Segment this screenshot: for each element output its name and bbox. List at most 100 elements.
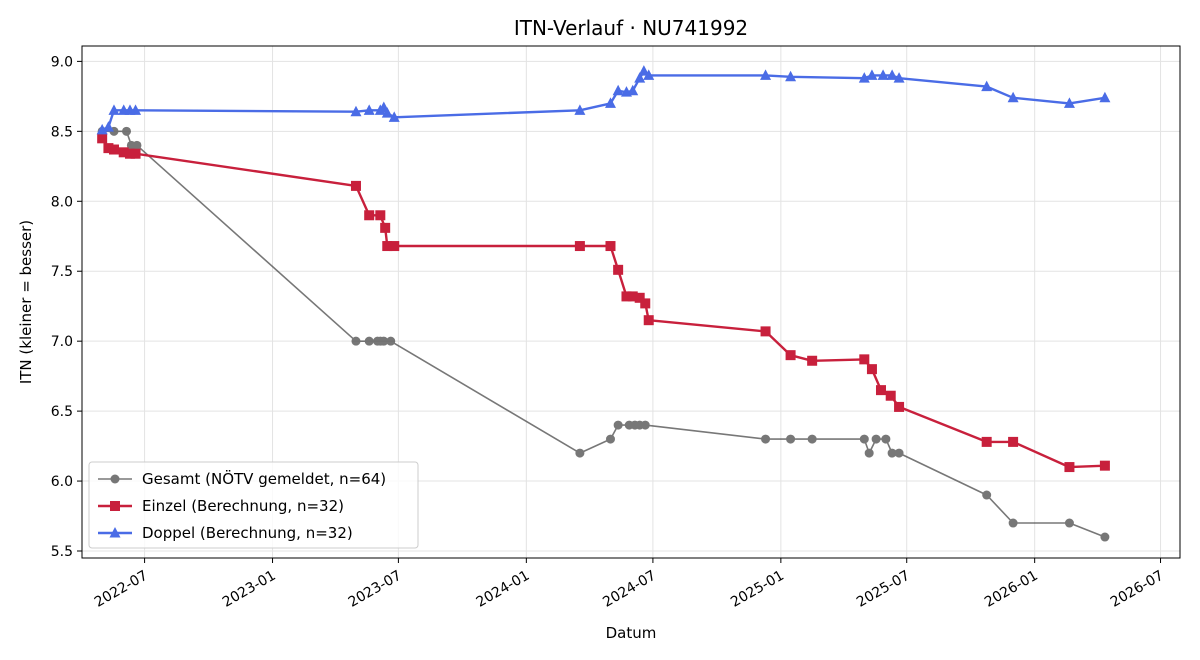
data-point-einzel	[375, 210, 386, 221]
data-point-doppel	[604, 97, 616, 108]
data-point-einzel	[1064, 462, 1075, 473]
data-point-einzel	[103, 143, 114, 154]
y-axis-ticks: 5.5 6.0 6.5 7.0 7.5 8.0 8.5 9.0	[51, 54, 82, 560]
data-point-doppel	[102, 121, 114, 132]
data-point-gesamt	[640, 420, 650, 430]
data-point-doppel	[388, 111, 400, 122]
legend-label-doppel: Doppel (Berechnung, n=32)	[142, 524, 353, 542]
data-point-einzel	[574, 241, 585, 252]
data-point-doppel	[130, 104, 142, 115]
data-point-einzel	[885, 390, 896, 401]
data-point-einzel	[108, 144, 119, 155]
data-point-einzel	[627, 291, 638, 302]
data-point-einzel	[807, 355, 818, 366]
y-axis-label: ITN (kleiner = besser)	[17, 220, 35, 384]
data-point-gesamt	[894, 448, 904, 458]
data-point-doppel	[760, 69, 772, 80]
data-point-gesamt	[605, 434, 615, 444]
data-point-doppel	[638, 65, 650, 76]
data-point-einzel	[866, 364, 877, 375]
data-point-doppel	[108, 104, 120, 115]
data-point-einzel	[350, 180, 361, 191]
data-point-doppel	[1063, 97, 1075, 108]
data-point-einzel	[130, 148, 141, 159]
data-point-gesamt	[575, 448, 585, 458]
data-point-doppel	[643, 69, 655, 80]
data-point-einzel	[1099, 460, 1110, 471]
data-point-doppel	[1099, 91, 1111, 103]
data-point-doppel	[866, 69, 878, 80]
y-tick-label: 8.0	[51, 194, 73, 210]
data-point-gesamt	[982, 490, 992, 500]
data-point-gesamt	[351, 336, 361, 346]
data-point-gesamt	[1064, 518, 1074, 528]
data-point-doppel	[381, 107, 393, 118]
data-point-doppel	[363, 104, 375, 115]
data-point-gesamt	[132, 140, 142, 150]
data-point-einzel	[875, 385, 886, 396]
data-point-einzel	[640, 298, 651, 309]
series-gesamt	[97, 126, 1110, 542]
data-point-gesamt	[1008, 518, 1018, 528]
data-point-gesamt	[613, 420, 623, 430]
data-point-einzel	[118, 147, 129, 158]
data-point-doppel	[96, 123, 108, 135]
data-point-einzel	[364, 210, 375, 221]
data-point-einzel	[894, 401, 905, 412]
data-point-doppel	[981, 80, 993, 92]
data-point-doppel	[350, 105, 362, 117]
data-point-gesamt	[379, 336, 389, 346]
data-point-gesamt	[386, 336, 396, 346]
legend-marker-doppel	[109, 527, 121, 538]
data-point-doppel	[627, 84, 639, 96]
y-tick-label: 8.5	[51, 124, 73, 140]
data-point-doppel	[785, 70, 797, 82]
data-point-einzel	[605, 241, 616, 252]
series-layer	[96, 65, 1111, 542]
legend-entry-einzel	[98, 501, 132, 511]
data-point-doppel	[634, 72, 646, 83]
data-point-gesamt	[122, 126, 132, 136]
series-doppel	[96, 65, 1111, 135]
data-point-einzel	[613, 264, 624, 275]
data-point-einzel	[621, 291, 632, 302]
data-point-einzel	[785, 350, 796, 361]
data-point-einzel	[382, 241, 393, 252]
data-point-doppel	[612, 84, 624, 96]
data-point-doppel	[877, 69, 889, 80]
data-point-einzel	[380, 222, 391, 233]
data-point-gesamt	[887, 448, 897, 458]
data-point-einzel	[97, 133, 108, 144]
legend-marker-einzel	[110, 501, 120, 511]
y-tick-label: 7.5	[51, 264, 73, 280]
data-point-doppel	[1007, 91, 1019, 103]
data-point-einzel	[124, 148, 135, 159]
legend-label-einzel: Einzel (Berechnung, n=32)	[142, 497, 344, 515]
data-point-einzel	[981, 436, 992, 447]
data-point-einzel	[643, 315, 654, 326]
legend-marker-gesamt	[110, 474, 120, 484]
y-tick-label: 6.5	[51, 404, 73, 420]
data-point-gesamt	[881, 434, 891, 444]
data-point-doppel	[574, 104, 586, 115]
data-point-doppel	[893, 72, 905, 83]
data-point-einzel	[1008, 436, 1019, 447]
data-point-doppel	[858, 72, 870, 83]
data-point-gesamt	[807, 434, 817, 444]
data-point-gesamt	[761, 434, 771, 444]
data-point-gesamt	[864, 448, 874, 458]
data-point-gesamt	[1100, 532, 1110, 542]
data-point-doppel	[886, 69, 898, 80]
legend: Gesamt (NÖTV gemeldet, n=64) Einzel (Bere…	[88, 461, 419, 549]
y-tick-label: 5.5	[51, 544, 73, 560]
legend-box	[88, 461, 419, 549]
data-point-einzel	[389, 241, 400, 252]
plot-frame	[81, 45, 1181, 559]
y-tick-label: 7.0	[51, 334, 73, 350]
data-point-gesamt	[364, 336, 374, 346]
data-point-einzel	[859, 354, 870, 365]
data-point-einzel	[760, 326, 771, 337]
data-point-einzel	[634, 292, 645, 303]
data-point-gesamt	[786, 434, 796, 444]
